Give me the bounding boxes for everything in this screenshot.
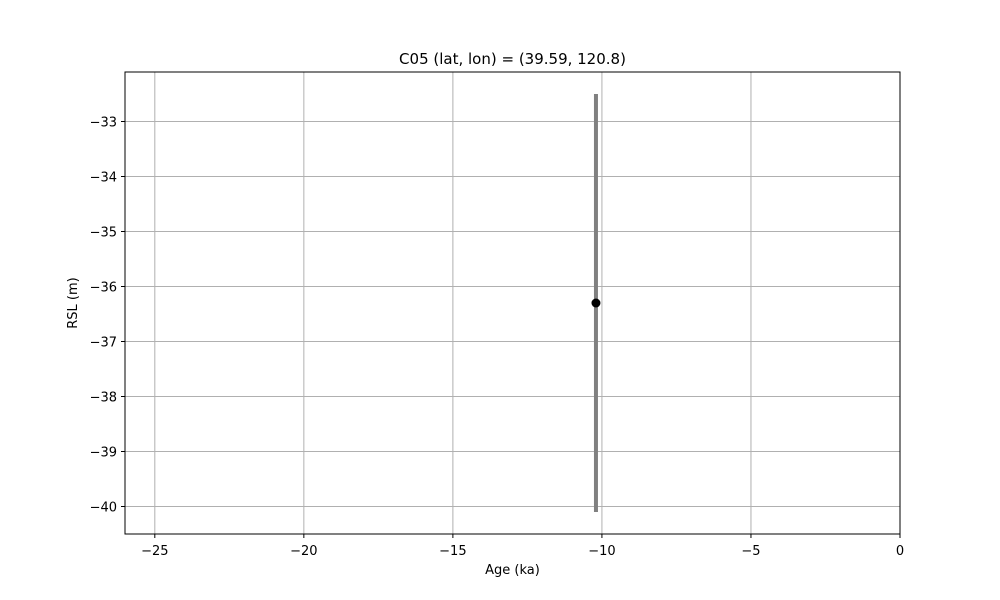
y-tick-label: −40 <box>90 501 117 516</box>
x-tick-label: −5 <box>741 544 760 559</box>
y-tick-label: −37 <box>90 336 117 351</box>
y-tick-label: −39 <box>90 446 117 461</box>
x-tick-label: −25 <box>141 544 168 559</box>
grid-layer <box>125 72 901 534</box>
y-tick-label: −34 <box>90 171 117 186</box>
y-tick-label: −36 <box>90 281 117 296</box>
y-tick-label: −33 <box>90 116 117 131</box>
x-tick-label: −15 <box>439 544 466 559</box>
data-layer <box>591 94 601 512</box>
x-axis-label: Age (ka) <box>485 563 540 578</box>
y-tick-label: −35 <box>90 226 117 241</box>
x-tick-label: −10 <box>588 544 615 559</box>
chart-title: C05 (lat, lon) = (39.59, 120.8) <box>399 50 626 68</box>
x-tick-label: 0 <box>896 544 904 559</box>
y-tick-label: −38 <box>90 391 117 406</box>
rsl-data-point <box>591 298 601 308</box>
x-tick-label: −20 <box>290 544 317 559</box>
plot-frame <box>124 71 901 535</box>
y-axis-label: RSL (m) <box>66 277 81 328</box>
ticks-layer: −25 −20 −15 −10 −5 0 −33 −34 −35 −36 −37 −38 −39 −40 <box>90 116 905 560</box>
